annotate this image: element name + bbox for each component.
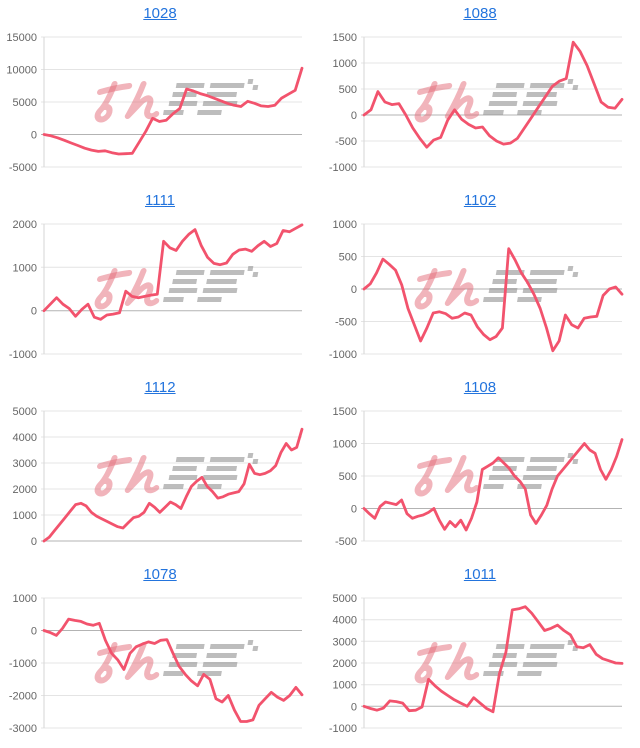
y-tick-label: 500 <box>339 252 357 264</box>
y-tick-label: 1500 <box>333 406 357 418</box>
profit-line <box>42 223 304 321</box>
chart-title-row: 1108 <box>320 374 640 405</box>
line-chart-svg: 1000 0 -1000 -2000 -3000 <box>9 593 304 735</box>
machine-number-link[interactable]: 1028 <box>143 5 177 22</box>
profit-line <box>362 438 624 532</box>
y-tick-label: 4000 <box>333 615 357 627</box>
machine-number-link[interactable]: 1102 <box>463 192 497 209</box>
y-tick-label: -3000 <box>9 723 37 735</box>
chart-card: 1102 1000 500 0 -500 -1000 <box>320 187 640 374</box>
y-tick-label: 4000 <box>13 432 37 444</box>
machine-number-link[interactable]: 1088 <box>463 5 497 22</box>
profit-line <box>362 247 624 353</box>
y-tick-label: 500 <box>339 471 357 483</box>
profit-line <box>362 40 624 149</box>
y-tick-label: -500 <box>335 317 357 329</box>
y-tick-label: 0 <box>31 626 37 638</box>
chart-card: 1111 2000 1000 0 -1000 <box>0 187 320 374</box>
line-chart-svg: 2000 1000 0 -1000 <box>9 219 304 361</box>
y-tick-label: 1000 <box>333 58 357 70</box>
y-tick-label: -2000 <box>9 691 37 703</box>
y-tick-label: 0 <box>351 284 357 296</box>
y-tick-label: 15000 <box>6 32 37 44</box>
minrepo-watermark <box>94 640 259 684</box>
profit-line <box>42 427 304 543</box>
y-tick-label: 2000 <box>13 219 37 231</box>
y-tick-label: 1000 <box>333 219 357 231</box>
machine-number-link[interactable]: 1078 <box>143 566 177 583</box>
profit-line <box>362 605 624 714</box>
chart-card: 1028 15000 10000 5000 0 -5000 <box>0 0 320 187</box>
minrepo-watermark <box>414 266 579 310</box>
y-tick-label: 5000 <box>13 97 37 109</box>
line-chart-svg: 5000 4000 3000 2000 1000 0 <box>13 406 304 548</box>
line-chart-svg: 1000 500 0 -500 -1000 <box>329 219 624 361</box>
y-tick-label: -1000 <box>9 349 37 361</box>
y-tick-label: 1500 <box>333 32 357 44</box>
y-tick-label: 2000 <box>333 658 357 670</box>
line-chart-svg: 1500 1000 500 0 -500 -1000 <box>329 32 624 174</box>
chart-title-row: 1102 <box>320 187 640 218</box>
y-tick-label: -1000 <box>329 162 357 174</box>
y-tick-label: 5000 <box>333 593 357 605</box>
chart-title-row: 1111 <box>0 187 320 218</box>
y-tick-label: 3000 <box>333 636 357 648</box>
machine-number-link[interactable]: 1011 <box>463 566 497 583</box>
machine-number-link[interactable]: 1112 <box>144 379 176 396</box>
y-tick-label: 2000 <box>13 484 37 496</box>
chart-card: 1112 5000 4000 3000 2000 1000 0 <box>0 374 320 561</box>
y-tick-label: -500 <box>335 136 357 148</box>
profit-line <box>42 617 304 723</box>
machine-number-link[interactable]: 1108 <box>463 379 497 396</box>
chart-title-row: 1088 <box>320 0 640 31</box>
y-tick-label: -1000 <box>329 723 357 735</box>
y-tick-label: 1000 <box>13 262 37 274</box>
y-tick-label: 3000 <box>13 458 37 470</box>
profit-line <box>42 66 304 156</box>
line-chart-svg: 1500 1000 500 0 -500 <box>333 406 624 548</box>
chart-title-row: 1078 <box>0 561 320 592</box>
chart-card: 1078 1000 0 -1000 -2000 -3000 <box>0 561 320 748</box>
chart-title-row: 1011 <box>320 561 640 592</box>
y-tick-label: 0 <box>351 504 357 516</box>
y-tick-label: 5000 <box>13 406 37 418</box>
y-tick-label: 1000 <box>13 593 37 605</box>
y-tick-label: 0 <box>31 130 37 142</box>
chart-card: 1011 5000 4000 3000 2000 1000 0 -1000 <box>320 561 640 748</box>
y-tick-label: -500 <box>335 536 357 548</box>
minrepo-watermark <box>94 79 259 123</box>
line-chart-svg: 5000 4000 3000 2000 1000 0 -1000 <box>329 593 624 735</box>
y-tick-label: 0 <box>351 110 357 122</box>
y-tick-label: -1000 <box>9 658 37 670</box>
minrepo-watermark <box>414 453 579 497</box>
y-tick-label: 0 <box>31 536 37 548</box>
line-chart-svg: 15000 10000 5000 0 -5000 <box>6 32 304 174</box>
machine-number-link[interactable]: 1111 <box>144 192 176 209</box>
minrepo-watermark <box>414 640 579 684</box>
minrepo-watermark <box>94 266 259 310</box>
y-tick-label: 1000 <box>333 439 357 451</box>
y-tick-label: 500 <box>339 84 357 96</box>
y-tick-label: 10000 <box>6 65 37 77</box>
y-tick-label: 0 <box>31 306 37 318</box>
chart-title-row: 1028 <box>0 0 320 31</box>
y-tick-label: -5000 <box>9 162 37 174</box>
chart-title-row: 1112 <box>0 374 320 405</box>
y-tick-label: 0 <box>351 701 357 713</box>
y-tick-label: 1000 <box>13 510 37 522</box>
y-tick-label: 1000 <box>333 680 357 692</box>
minrepo-watermark <box>94 453 259 497</box>
chart-card: 1108 1500 1000 500 0 -500 <box>320 374 640 561</box>
chart-card: 1088 1500 1000 500 0 -500 -1000 <box>320 0 640 187</box>
y-tick-label: -1000 <box>329 349 357 361</box>
